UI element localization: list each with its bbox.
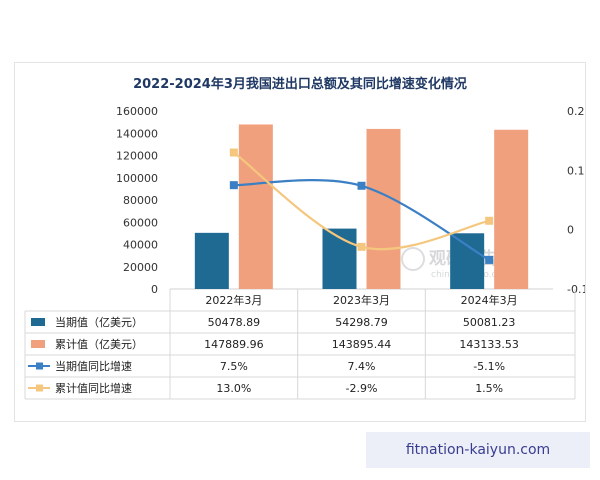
- legend-series-name: 累计值（亿美元）: [55, 338, 143, 351]
- legend-swatch-marker: [36, 362, 43, 370]
- table-cell-value: 7.5%: [220, 360, 248, 373]
- y-right-tick-label: 0.1: [567, 164, 585, 177]
- y-left-tick-label: 160000: [116, 105, 158, 118]
- point-cumulative-growth: [229, 148, 238, 157]
- bar-current: [450, 233, 485, 289]
- y-right-tick-label: -0.1: [567, 283, 585, 296]
- chart-title: 2022-2024年3月我国进出口总额及其同比增速变化情况: [133, 76, 467, 92]
- bar-cumulative: [238, 124, 273, 290]
- table-cell-value: 54298.79: [335, 316, 388, 329]
- y-left-tick-label: 60000: [123, 216, 158, 229]
- point-cumulative-growth: [485, 216, 494, 225]
- footer-watermark: fitnation-kaiyun.com: [366, 432, 590, 468]
- point-cumulative-growth: [357, 242, 366, 251]
- legend-series-name: 累计值同比增速: [55, 381, 132, 395]
- legend-series-name: 当期值同比增速: [55, 359, 132, 373]
- legend-series-name: 当期值（亿美元）: [55, 315, 143, 329]
- chart: 2022-2024年3月我国进出口总额及其同比增速变化情况 观研报告网 chin…: [24, 76, 585, 400]
- legend-swatch-bar: [31, 340, 45, 348]
- table-header-category: 2023年3月: [333, 293, 390, 307]
- footer-watermark-text: fitnation-kaiyun.com: [405, 442, 551, 458]
- y-right-tick-label: 0.2: [567, 105, 585, 118]
- y-left-tick-label: 80000: [123, 194, 158, 207]
- bar-current: [194, 232, 229, 289]
- y-left-tick-label: 0: [151, 283, 158, 296]
- table-cell-value: -5.1%: [473, 360, 505, 373]
- watermark-logo-icon: [401, 247, 425, 271]
- y-left-tick-label: 20000: [123, 261, 158, 274]
- legend-swatch-marker: [36, 384, 43, 392]
- table-cell-value: 143895.44: [332, 338, 392, 351]
- chart-card: 2022-2024年3月我国进出口总额及其同比增速变化情况 观研报告网 chin…: [14, 62, 586, 422]
- table-cell-value: 147889.96: [204, 338, 264, 351]
- point-current-growth: [485, 255, 494, 264]
- table-header-category: 2022年3月: [205, 293, 262, 307]
- y-left-tick-label: 140000: [116, 127, 158, 140]
- table-cell-value: 1.5%: [475, 382, 503, 395]
- table-cell-value: 50081.23: [463, 316, 516, 329]
- legend-swatch-bar: [31, 318, 45, 326]
- point-current-growth: [229, 181, 238, 190]
- table-cell-value: 50478.89: [208, 316, 261, 329]
- plot-area: 0 20000 40000 60000 80000 100000 120000 140000 1…: [116, 105, 585, 296]
- table-cell-value: 143133.53: [459, 338, 519, 351]
- y-right-tick-label: 0: [567, 224, 574, 237]
- y-left-tick-label: 100000: [116, 172, 158, 185]
- table-header-category: 2024年3月: [461, 293, 518, 307]
- y-left-tick-label: 120000: [116, 150, 158, 163]
- point-current-growth: [357, 181, 366, 190]
- table-cell-value: 13.0%: [216, 382, 251, 395]
- y-left-tick-label: 40000: [123, 239, 158, 252]
- table-cell-value: -2.9%: [346, 382, 378, 395]
- table-cell-value: 7.4%: [348, 360, 376, 373]
- bar-cumulative: [366, 128, 401, 289]
- bar-cumulative: [494, 129, 529, 289]
